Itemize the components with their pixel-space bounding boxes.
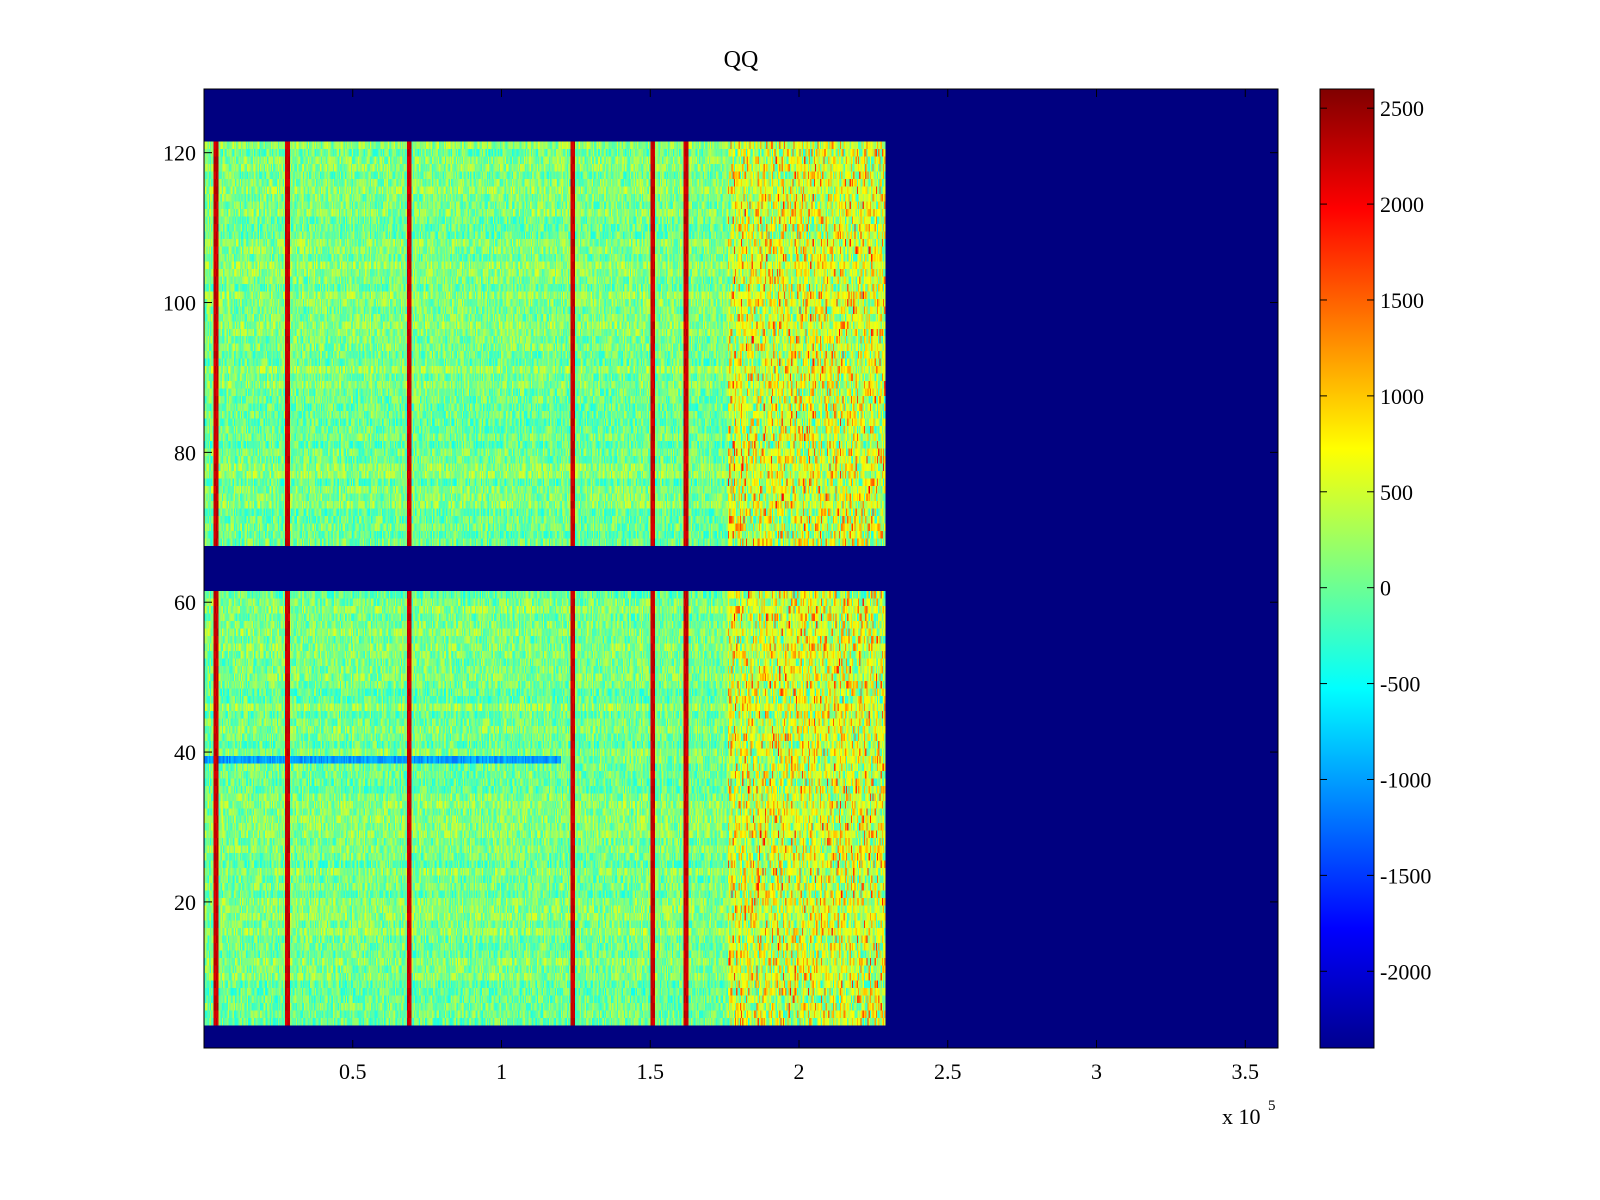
x-tick-label: 3.5 (1232, 1059, 1260, 1084)
plot-frame (203, 88, 1279, 1049)
colorbar-ticks: 2500 2000 1500 1000 500 0 -500 -1000 -1500 -2000 (1320, 96, 1431, 984)
y-tick-label: 100 (163, 291, 196, 316)
x-tick-label: 2.5 (934, 1059, 962, 1084)
x-multiplier-label: x 10 (1222, 1104, 1261, 1129)
colorbar-tick-label: 0 (1380, 576, 1391, 601)
y-tick-label: 20 (174, 890, 196, 915)
x-axis-multiplier: x 10 5 (1222, 1098, 1276, 1129)
y-tick-label: 80 (174, 440, 196, 465)
colorbar: 2500 2000 1500 1000 500 0 -500 -1000 -1500 -2000 (1319, 88, 1431, 1049)
y-tick-label: 60 (174, 590, 196, 615)
y-tick-label: 120 (163, 141, 196, 166)
y-axis-ticks: 20 40 60 80 100 120 (163, 141, 1278, 915)
x-tick-label: 2 (794, 1059, 805, 1084)
plot-area: 0.5 1 1.5 2 2.5 3 3.5 20 40 60 80 100 120 (163, 88, 1279, 1084)
colorbar-tick-label: 2500 (1380, 96, 1424, 121)
heatmap-image (204, 89, 1278, 1048)
colorbar-tick-label: -500 (1380, 672, 1420, 697)
x-tick-label: 1.5 (637, 1059, 665, 1084)
colorbar-tick-label: -2000 (1380, 959, 1431, 984)
colorbar-gradient (1319, 88, 1375, 1049)
chart-title: QQ (724, 47, 759, 73)
colorbar-tick-label: -1500 (1380, 863, 1431, 888)
x-tick-label: 1 (496, 1059, 507, 1084)
colorbar-tick-label: 500 (1380, 480, 1413, 505)
x-multiplier-exponent: 5 (1268, 1098, 1276, 1114)
colorbar-tick-label: 2000 (1380, 192, 1424, 217)
x-tick-label: 3 (1091, 1059, 1102, 1084)
x-axis-ticks: 0.5 1 1.5 2 2.5 3 3.5 (339, 89, 1259, 1084)
x-tick-label: 0.5 (339, 1059, 367, 1084)
colorbar-tick-label: 1000 (1380, 384, 1424, 409)
y-tick-label: 40 (174, 740, 196, 765)
colorbar-tick-label: -1000 (1380, 767, 1431, 792)
colorbar-tick-label: 1500 (1380, 288, 1424, 313)
